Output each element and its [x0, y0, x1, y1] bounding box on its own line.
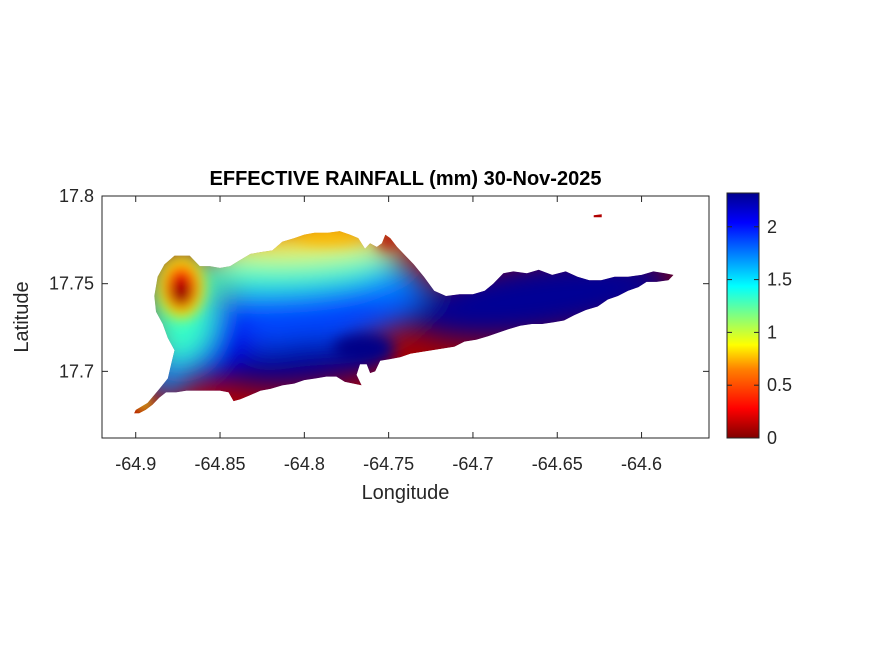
peak-darkred-south-central: [332, 334, 394, 363]
x-tick-label: -64.85: [195, 454, 246, 474]
x-tick-label: -64.8: [284, 454, 325, 474]
x-axis-label: Longitude: [362, 482, 450, 504]
x-tick-label: -64.75: [363, 454, 414, 474]
islet: [593, 214, 602, 218]
band-orange-east-ridge: [366, 269, 428, 305]
x-tick-label: -64.9: [115, 454, 156, 474]
x-tick-label: -64.65: [532, 454, 583, 474]
colorbar: [726, 192, 760, 439]
colorbar-tick-label: 1: [767, 322, 777, 342]
colorbar-tick-label: 0: [767, 428, 777, 448]
y-tick-label: 17.7: [59, 361, 94, 381]
colorbar-tick-label: 0.5: [767, 375, 792, 395]
x-tick-label: -64.6: [621, 454, 662, 474]
colorbar-tick-label: 2: [767, 217, 777, 237]
chart-title: EFFECTIVE RAINFALL (mm) 30-Nov-2025: [210, 168, 602, 190]
y-tick-label: 17.75: [49, 274, 94, 294]
y-axis-ticks: 17.7 17.75 17.8: [49, 186, 709, 381]
rainfall-field-peaks: [135, 231, 396, 412]
colorbar-tick-label: 1.5: [767, 270, 792, 290]
y-tick-label: 17.8: [59, 186, 94, 206]
colorbar-ticks: 0 0.5 1 1.5 2: [727, 217, 792, 448]
x-axis-ticks: -64.9 -64.85 -64.8 -64.75 -64.7 -64.65 -64.6: [115, 196, 662, 474]
y-axis-label: Latitude: [11, 281, 33, 352]
peak-navy-northwest: [171, 278, 192, 307]
x-tick-label: -64.7: [452, 454, 493, 474]
